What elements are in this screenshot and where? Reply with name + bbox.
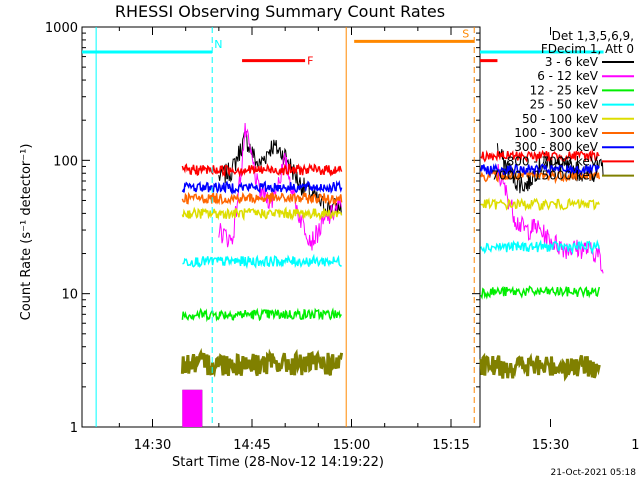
y-tick-label: 10 bbox=[61, 288, 78, 303]
series-line bbox=[480, 197, 600, 212]
series-line bbox=[480, 148, 600, 163]
x-tick-label: 15:00 bbox=[333, 438, 370, 453]
x-tick-label: 15:15 bbox=[432, 438, 469, 453]
series-line bbox=[218, 130, 342, 217]
legend-entry: 100 - 300 keV bbox=[514, 126, 598, 140]
legend-entry: 50 - 100 keV bbox=[522, 112, 599, 126]
legend-entry: 300 - 800 keV bbox=[514, 140, 598, 154]
legend: Det 1,3,5,6,9, FDecim 1, Att 0 3 - 6 keV… bbox=[491, 29, 634, 183]
series-line bbox=[181, 180, 343, 195]
x-tick-label: 15:45 bbox=[631, 438, 640, 453]
flag-label: N bbox=[214, 38, 222, 51]
series-layer bbox=[180, 122, 604, 427]
legend-entry: 6 - 12 keV bbox=[537, 69, 599, 83]
legend-header-1: Det 1,3,5,6,9, bbox=[552, 29, 634, 43]
series-line bbox=[480, 285, 601, 300]
x-tick-label: 14:30 bbox=[134, 438, 171, 453]
flag-bars: N F S bbox=[82, 27, 604, 68]
series-7 bbox=[181, 148, 600, 178]
series-8 bbox=[180, 347, 601, 382]
legend-entry: 7000 - 15000 keV bbox=[491, 169, 598, 183]
x-tick-label: 15:30 bbox=[532, 438, 569, 453]
series-line bbox=[181, 206, 343, 222]
series-line bbox=[181, 307, 342, 323]
series-line bbox=[180, 347, 344, 378]
series-line bbox=[182, 253, 342, 270]
chart-title: RHESSI Observing Summary Count Rates bbox=[115, 2, 445, 21]
legend-entry: 12 - 25 keV bbox=[530, 83, 599, 97]
legend-entry: 3 - 6 keV bbox=[545, 55, 599, 69]
y-axis-label: Count Rate (s⁻¹ detector⁻¹) bbox=[19, 144, 34, 321]
series-line bbox=[218, 122, 342, 251]
series-1 bbox=[182, 122, 604, 427]
y-tick-label: 1000 bbox=[45, 21, 78, 36]
vline-layer bbox=[95, 27, 475, 427]
x-tick-label: 14:45 bbox=[233, 438, 270, 453]
legend-entry: 25 - 50 keV bbox=[530, 98, 599, 112]
plot-frame bbox=[81, 26, 481, 428]
series-line bbox=[480, 162, 600, 177]
series-4 bbox=[181, 197, 600, 222]
series-bar bbox=[182, 389, 203, 427]
series-line bbox=[181, 190, 343, 207]
y-tick-label: 1 bbox=[70, 421, 78, 436]
flag-label: S bbox=[462, 27, 469, 40]
series-6 bbox=[181, 162, 600, 195]
series-line bbox=[479, 352, 601, 382]
axis-ticks: 1 10 100 1000 14:30 14:45 15:00 15:15 15:30 15:45 bbox=[45, 21, 640, 453]
legend-entry: 800 - 7000 keV bbox=[507, 154, 599, 168]
series-3 bbox=[182, 239, 601, 270]
x-axis-label: Start Time (28-Nov-12 14:19:22) bbox=[172, 455, 384, 470]
legend-header-2: FDecim 1, Att 0 bbox=[541, 42, 634, 56]
footer-timestamp: 21-Oct-2021 05:18 bbox=[551, 468, 637, 478]
flag-label: F bbox=[307, 55, 313, 68]
series-2 bbox=[181, 285, 601, 323]
series-line bbox=[480, 239, 601, 256]
y-tick-label: 100 bbox=[53, 154, 78, 169]
series-line bbox=[181, 162, 343, 178]
series-line bbox=[480, 169, 601, 185]
series-5 bbox=[181, 169, 601, 207]
